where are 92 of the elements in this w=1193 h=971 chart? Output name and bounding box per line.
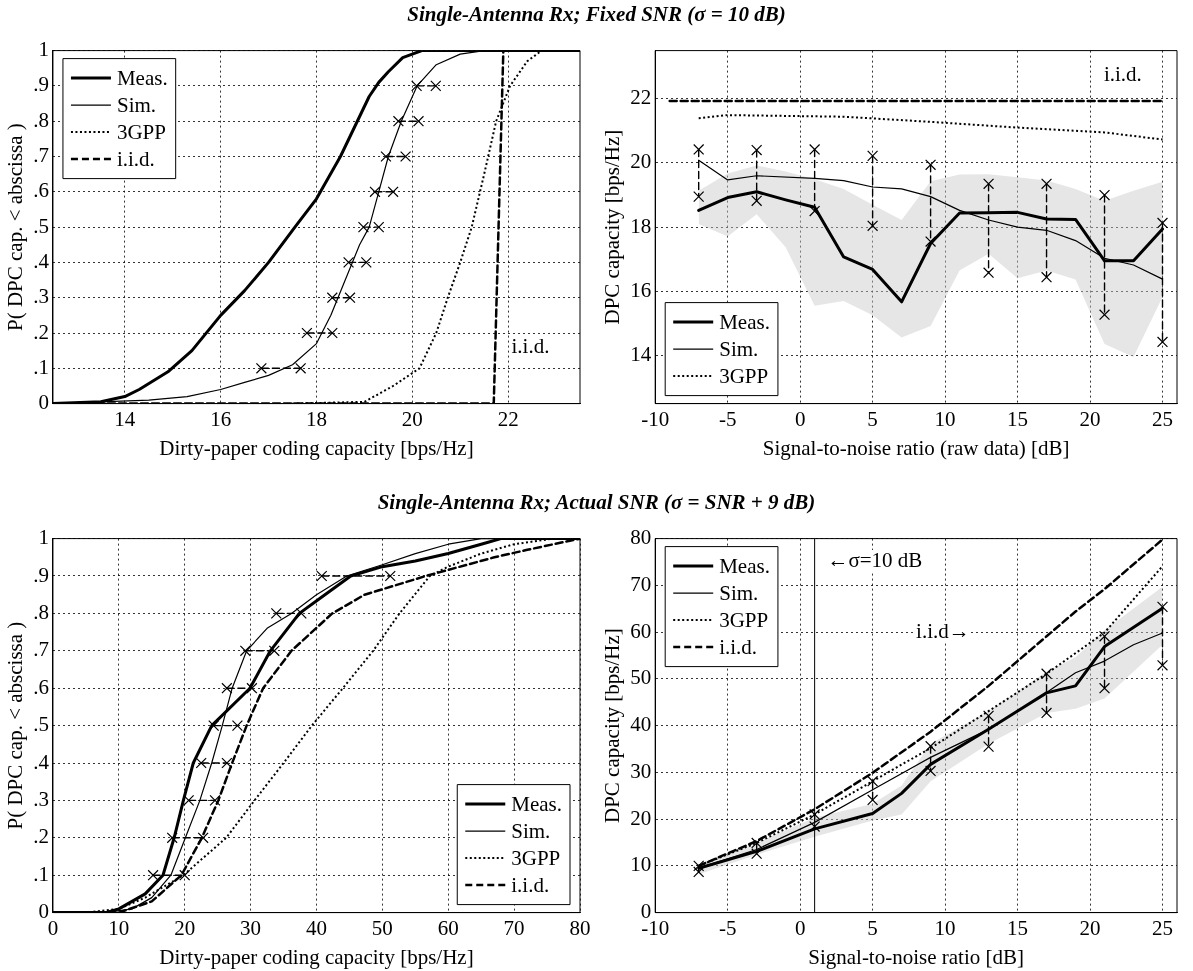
annotation: i.i.d. (511, 333, 550, 358)
x-tick-label: 0 (794, 915, 806, 940)
y-tick-label: .4 (33, 248, 50, 273)
x-axis-title: Signal-to-noise ratio [dB] (808, 944, 1024, 969)
legend-label: Sim. (116, 92, 157, 117)
y-tick-label: 1 (38, 37, 49, 62)
y-tick-label: 1 (38, 525, 49, 550)
x-tick-label: 20 (174, 915, 196, 940)
x-tick-label: 30 (240, 915, 262, 940)
y-tick-label: .1 (33, 354, 49, 379)
legend-label: Meas. (719, 309, 770, 334)
y-tick-label: .2 (33, 319, 49, 344)
y-tick-label: .7 (33, 143, 49, 168)
y-axis-title: P( DPC cap. < abscissa ) (3, 621, 28, 830)
x-tick-label: 10 (934, 406, 956, 431)
y-tick-label: .2 (33, 824, 49, 849)
legend-label: Sim. (719, 336, 759, 361)
y-tick-label: .1 (33, 861, 49, 886)
x-tick-label: -5 (718, 406, 737, 431)
legend-label: 3GPP (719, 607, 769, 632)
chart-title: Single-Antenna Rx; Actual SNR (σ = SNR + 9 dB) (376, 490, 817, 515)
y-tick-label: .6 (33, 178, 49, 203)
y-tick-label: 0 (38, 899, 49, 924)
y-tick-label: .8 (33, 107, 49, 132)
x-tick-label: 20 (401, 406, 423, 431)
legend-label: 3GPP (719, 363, 769, 388)
x-axis-title: Signal-to-noise ratio (raw data) [dB] (762, 435, 1070, 460)
legend-label: i.i.d. (719, 634, 758, 659)
legend-label: i.i.d. (116, 146, 155, 171)
x-tick-label: 60 (437, 915, 459, 940)
y-tick-label: 18 (630, 213, 652, 238)
y-tick-label: 50 (630, 665, 652, 690)
legend-label: i.i.d. (511, 872, 550, 897)
chart-title: Single-Antenna Rx; Fixed SNR (σ = 10 dB) (406, 2, 787, 27)
y-tick-label: 80 (630, 525, 652, 550)
y-tick-label: 0 (38, 390, 49, 415)
x-tick-label: 25 (1152, 406, 1174, 431)
y-tick-label: .5 (33, 712, 49, 737)
x-tick-label: 14 (114, 406, 136, 431)
x-axis-title: Dirty-paper coding capacity [bps/Hz] (159, 435, 474, 460)
x-tick-label: 10 (108, 915, 130, 940)
y-tick-label: .5 (33, 213, 49, 238)
y-tick-label: 70 (630, 571, 652, 596)
x-tick-label: 5 (867, 915, 878, 940)
y-tick-label: 30 (630, 758, 652, 783)
y-tick-label: .9 (33, 72, 49, 97)
x-axis-title: Dirty-paper coding capacity [bps/Hz] (159, 944, 474, 969)
y-tick-label: 16 (630, 277, 652, 302)
x-tick-label: 40 (305, 915, 327, 940)
x-tick-label: -10 (641, 406, 670, 431)
y-tick-label: .3 (33, 786, 49, 811)
annotation: i.i.d→ (916, 618, 970, 643)
x-tick-label: 70 (503, 915, 525, 940)
y-tick-label: .7 (33, 637, 49, 662)
y-tick-label: .3 (33, 284, 49, 309)
x-tick-label: 20 (1079, 915, 1101, 940)
x-tick-label: 22 (497, 406, 519, 431)
legend-label: 3GPP (511, 845, 561, 870)
x-tick-label: -5 (718, 915, 737, 940)
annotation: ←σ=10 dB (827, 547, 923, 572)
legend-label: Meas. (511, 791, 563, 816)
y-tick-label: .4 (33, 749, 50, 774)
x-tick-label: 20 (1079, 406, 1101, 431)
legend-label: Sim. (719, 580, 759, 605)
y-tick-label: 20 (630, 805, 652, 830)
x-tick-label: 10 (934, 915, 956, 940)
y-tick-label: 20 (630, 149, 652, 174)
annotation: i.i.d. (1103, 61, 1142, 86)
x-tick-label: 15 (1007, 406, 1029, 431)
y-tick-label: 40 (630, 712, 652, 737)
legend-label: 3GPP (116, 119, 166, 144)
legend-label: Meas. (719, 553, 770, 578)
y-axis-title: DPC capacity [bps/Hz] (600, 129, 625, 325)
x-tick-label: 16 (210, 406, 232, 431)
x-tick-label: 18 (305, 406, 327, 431)
y-tick-label: .9 (33, 562, 49, 587)
x-tick-label: 0 (794, 406, 806, 431)
x-tick-label: 25 (1152, 915, 1174, 940)
y-axis-title: P( DPC cap. < abscissa ) (3, 123, 28, 332)
y-tick-label: 10 (630, 852, 652, 877)
x-tick-label: 15 (1007, 915, 1029, 940)
legend-label: Sim. (511, 818, 551, 843)
x-tick-label: 5 (867, 406, 878, 431)
y-tick-label: 22 (630, 85, 652, 110)
y-axis-title: DPC capacity [bps/Hz] (600, 628, 625, 823)
legend-label: Meas. (116, 65, 168, 90)
y-tick-label: .6 (33, 674, 49, 699)
x-tick-label: 50 (371, 915, 393, 940)
x-tick-label: 80 (569, 915, 591, 940)
y-tick-label: 60 (630, 618, 652, 643)
y-tick-label: 14 (630, 341, 652, 366)
y-tick-label: .8 (33, 599, 49, 624)
